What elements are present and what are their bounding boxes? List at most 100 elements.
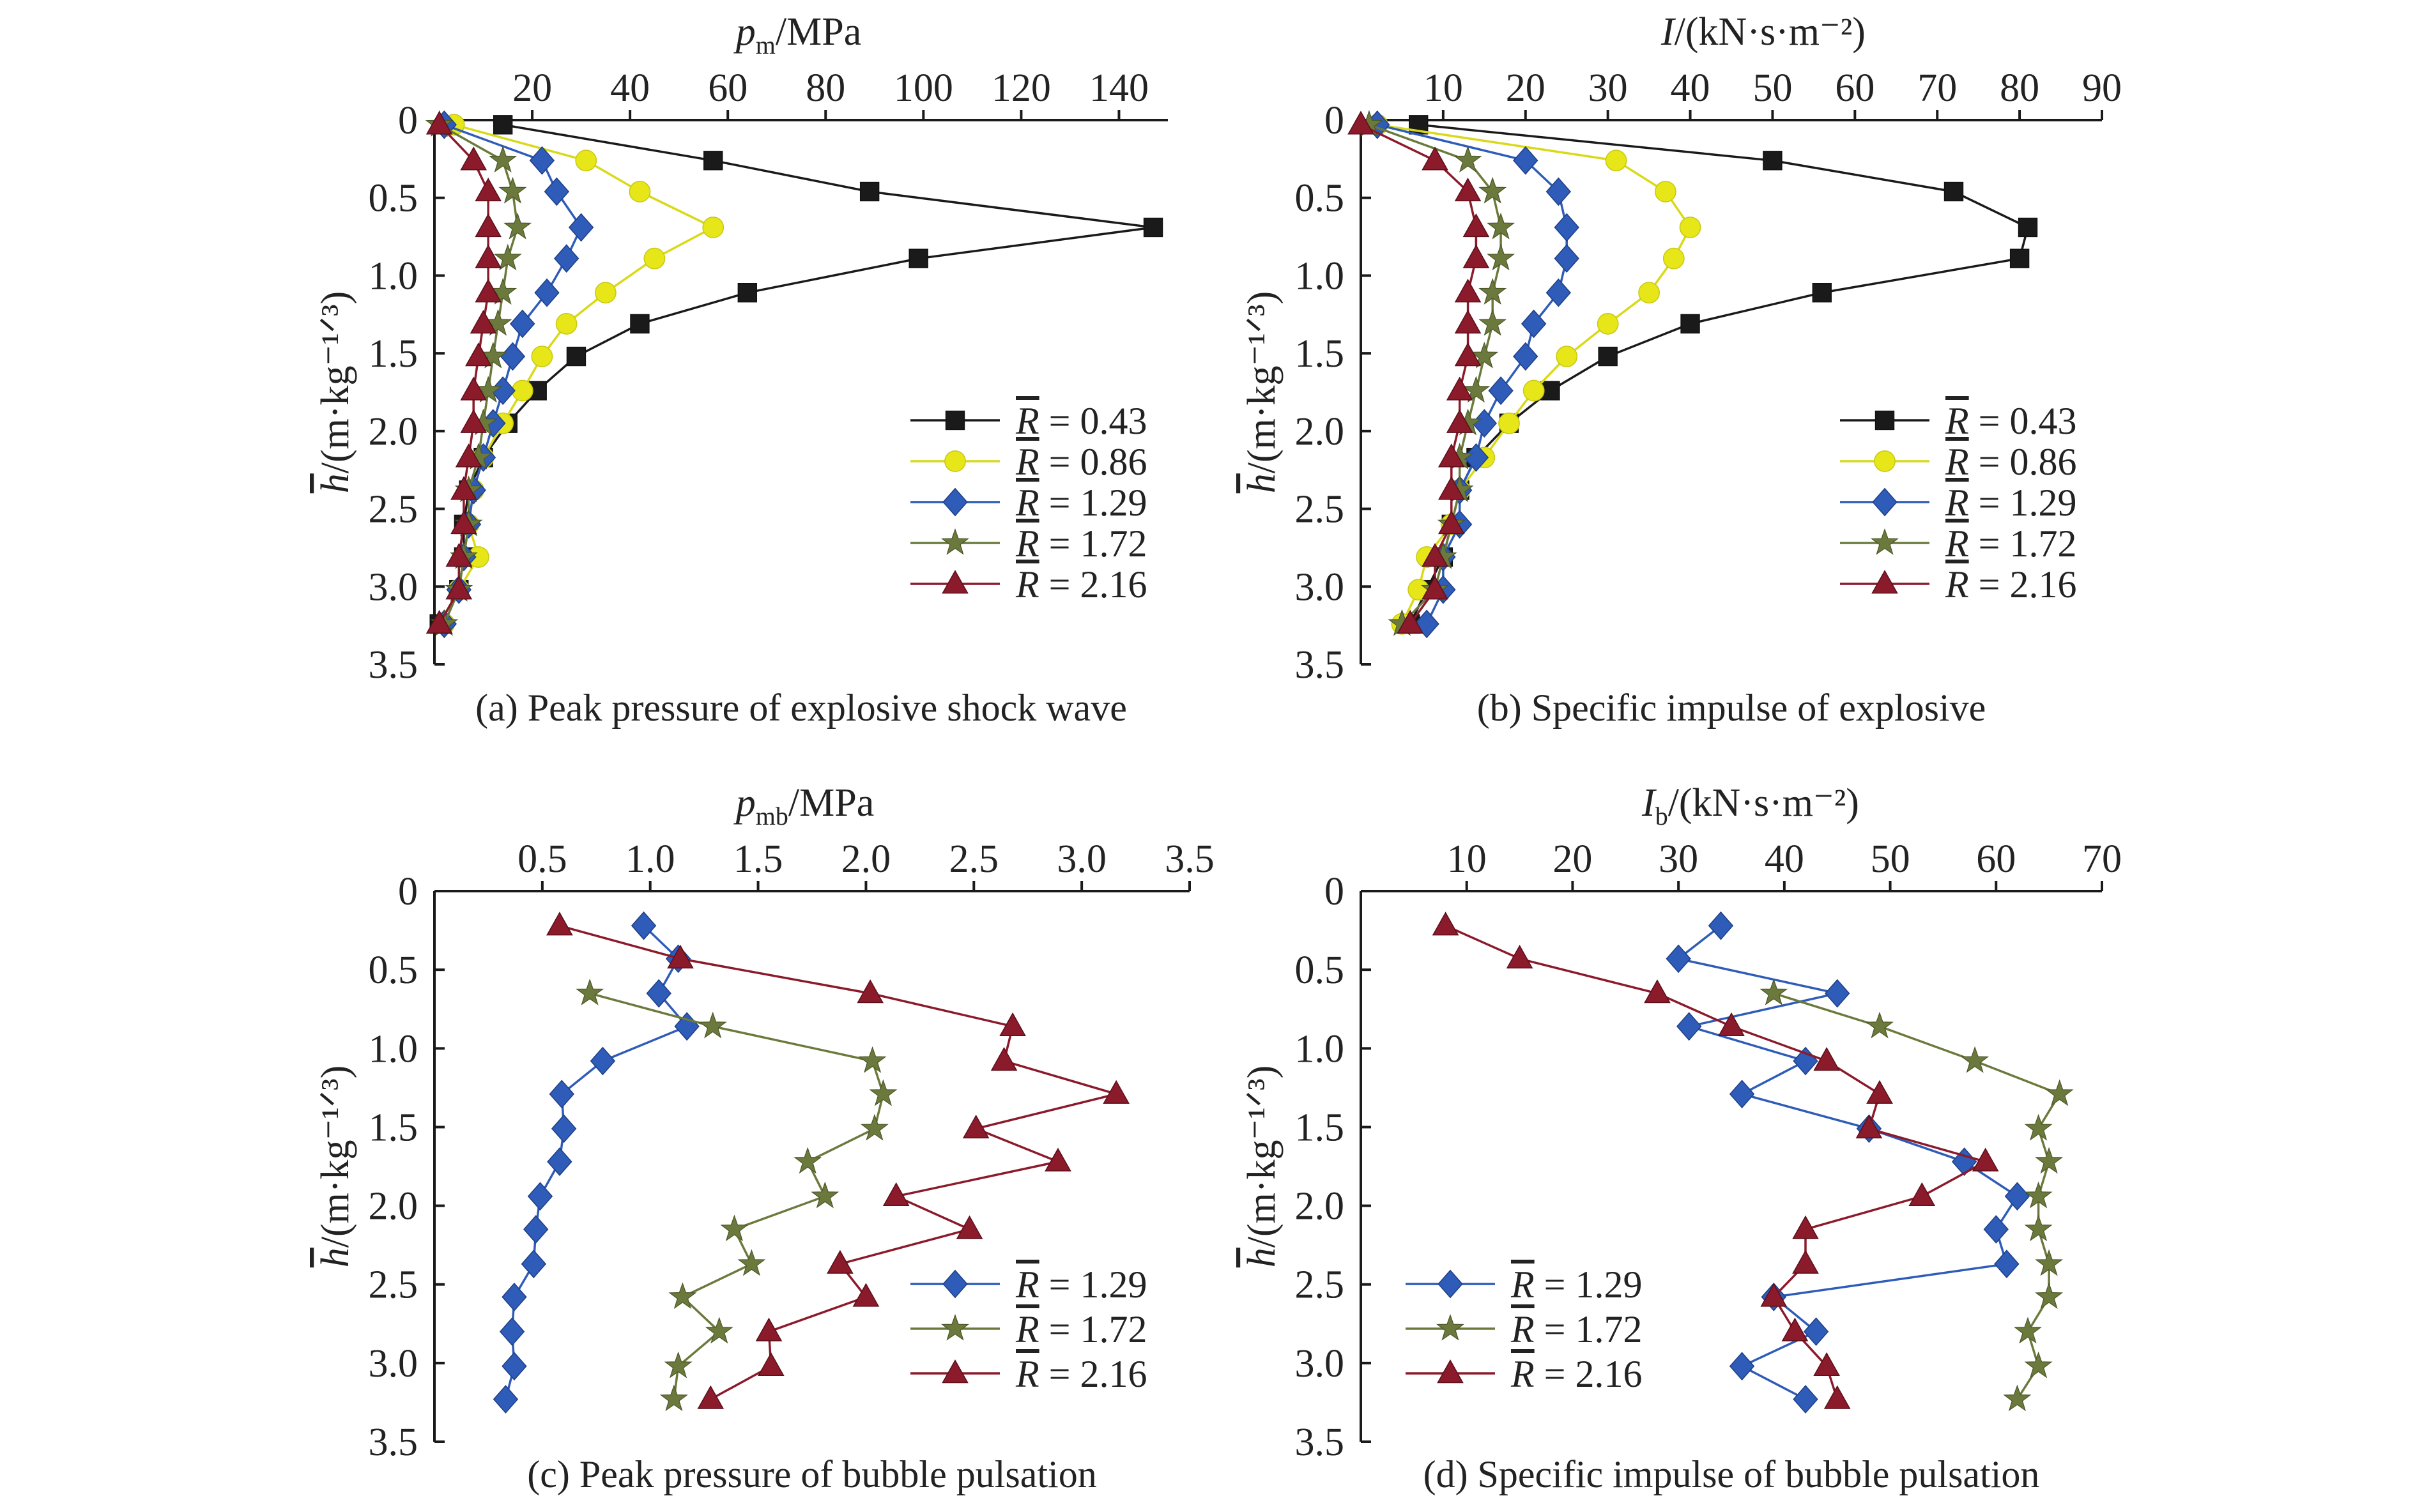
data-point bbox=[2024, 1214, 2053, 1242]
x-tick-label: 50 bbox=[1752, 66, 1792, 110]
data-point bbox=[1554, 213, 1579, 242]
data-point bbox=[534, 278, 560, 307]
series-4 bbox=[1347, 111, 1490, 634]
data-point bbox=[1446, 409, 1473, 433]
data-point bbox=[1462, 376, 1491, 403]
data-point bbox=[1462, 213, 1490, 238]
legend-label: R = 2.16 bbox=[1015, 1353, 1147, 1395]
legend-label: R = 2.16 bbox=[1015, 563, 1147, 606]
data-point bbox=[1347, 111, 1374, 135]
data-point bbox=[1718, 1012, 1745, 1037]
data-point bbox=[1605, 149, 1627, 172]
y-tick-label: 1.5 bbox=[1295, 332, 1345, 376]
x-tick-label: 2.5 bbox=[949, 837, 999, 881]
data-point bbox=[1813, 1047, 1840, 1071]
legend: R = 0.43R = 0.86R = 1.29R = 1.72R = 2.16 bbox=[910, 400, 1147, 606]
data-point bbox=[1422, 146, 1448, 171]
data-point bbox=[1866, 1080, 1893, 1104]
legend-label: R = 0.43 bbox=[1015, 400, 1147, 442]
data-point bbox=[1545, 177, 1572, 206]
data-point bbox=[1470, 341, 1499, 369]
data-point bbox=[590, 1046, 616, 1076]
x-tick-label: 70 bbox=[1917, 66, 1957, 110]
legend-marker bbox=[1874, 410, 1895, 431]
y-tick-label: 1.0 bbox=[369, 254, 418, 298]
x-tick-label: 20 bbox=[512, 66, 552, 110]
data-point bbox=[698, 1011, 727, 1039]
x-tick-label: 60 bbox=[708, 66, 747, 110]
series-2 bbox=[546, 912, 1130, 1409]
y-tick-label: 0.5 bbox=[369, 177, 418, 220]
data-point bbox=[705, 1317, 733, 1344]
legend: R = 1.29R = 1.72R = 2.16 bbox=[1406, 1264, 1643, 1395]
data-point bbox=[450, 510, 477, 535]
x-tick-label: 3.0 bbox=[1057, 837, 1107, 881]
x-tick-label: 2.0 bbox=[841, 837, 891, 881]
x-tick-label: 30 bbox=[1659, 837, 1698, 881]
data-point bbox=[1759, 978, 1788, 1005]
x-tick-label: 80 bbox=[2000, 66, 2039, 110]
data-point bbox=[2003, 1384, 2032, 1412]
data-point bbox=[2024, 1351, 2053, 1378]
legend-marker bbox=[944, 450, 966, 472]
data-point bbox=[1422, 576, 1448, 600]
x-axis-title: Ib/(kN·s·m⁻²) bbox=[1641, 781, 1859, 830]
legend-marker bbox=[942, 570, 969, 594]
data-point bbox=[859, 181, 880, 202]
legend-marker bbox=[1872, 487, 1897, 517]
data-point bbox=[827, 1249, 854, 1274]
data-point bbox=[702, 217, 724, 238]
y-tick-label: 0.5 bbox=[1295, 949, 1345, 992]
legend-label: R = 1.72 bbox=[1015, 1308, 1147, 1350]
series-line bbox=[1368, 123, 1502, 625]
x-tick-label: 120 bbox=[992, 66, 1051, 110]
legend-label: R = 1.72 bbox=[1015, 523, 1147, 565]
data-point bbox=[1972, 1147, 1999, 1172]
y-tick-label: 1.0 bbox=[1295, 254, 1345, 298]
data-point bbox=[475, 279, 502, 303]
data-point bbox=[502, 1352, 527, 1381]
panel-caption: (c) Peak pressure of bubble pulsation bbox=[527, 1453, 1096, 1495]
data-point bbox=[2024, 1181, 2053, 1209]
data-point bbox=[720, 1214, 749, 1242]
series-line bbox=[443, 123, 716, 625]
data-point bbox=[882, 1182, 910, 1206]
data-point bbox=[465, 342, 492, 367]
legend-label: R = 0.86 bbox=[1015, 441, 1147, 483]
data-point bbox=[1666, 944, 1691, 974]
data-point bbox=[460, 146, 487, 171]
panel-d: 10 20 30 40 50 60 70 0 0.5 1.0 1.5 2.0 2.5 3.0 3.5 Ib/(… bbox=[1240, 781, 2122, 1495]
data-point bbox=[999, 1012, 1026, 1037]
y-tick-label: 3.0 bbox=[1295, 565, 1345, 609]
data-point bbox=[1679, 217, 1701, 238]
data-point bbox=[503, 212, 532, 240]
data-point bbox=[1943, 181, 1964, 202]
x-tick-label: 20 bbox=[1552, 837, 1592, 881]
data-point bbox=[1478, 309, 1507, 336]
data-point bbox=[908, 248, 928, 268]
data-point bbox=[489, 146, 518, 172]
data-point bbox=[2018, 217, 2038, 238]
series-4 bbox=[425, 111, 502, 634]
y-tick-label: 0 bbox=[1324, 870, 1344, 913]
data-point bbox=[793, 1147, 822, 1174]
legend: R = 0.43R = 0.86R = 1.29R = 1.72R = 2.16 bbox=[1840, 400, 2077, 606]
x-tick-label: 3.5 bbox=[1165, 837, 1215, 881]
data-point bbox=[531, 346, 553, 367]
y-tick-label: 3.5 bbox=[1295, 643, 1345, 687]
data-point bbox=[852, 1283, 880, 1307]
data-point bbox=[1823, 1385, 1851, 1409]
x-tick-label: 10 bbox=[1447, 837, 1487, 881]
data-point bbox=[1866, 1011, 1894, 1039]
data-point bbox=[962, 1114, 990, 1139]
data-point bbox=[1792, 1215, 1819, 1239]
data-point bbox=[758, 1352, 785, 1376]
legend-marker bbox=[1871, 570, 1898, 594]
x-tick-label: 60 bbox=[1835, 66, 1874, 110]
series-line bbox=[438, 124, 489, 625]
data-point bbox=[990, 1047, 1018, 1071]
data-point bbox=[425, 111, 453, 135]
y-tick-label: 0 bbox=[398, 870, 418, 913]
data-point bbox=[2014, 1317, 2042, 1344]
data-point bbox=[1545, 278, 1572, 307]
